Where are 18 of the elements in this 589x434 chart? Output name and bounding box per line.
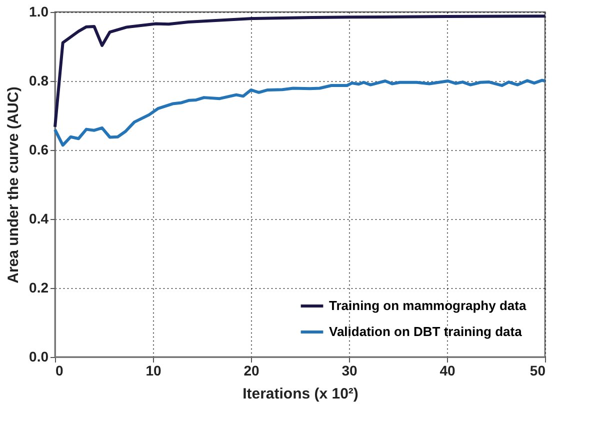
x-tick-label: 20 bbox=[244, 362, 260, 378]
legend-label: Training on mammography data bbox=[329, 298, 527, 313]
line-series bbox=[54, 78, 546, 147]
x-tick-label: 0 bbox=[56, 362, 64, 378]
y-axis-title: Area under the curve (AUC) bbox=[5, 86, 22, 284]
legend-label: Validation on DBT training data bbox=[329, 324, 523, 339]
x-tick-label: 40 bbox=[440, 362, 456, 378]
line-series bbox=[54, 14, 546, 128]
x-tick-label: 50 bbox=[530, 362, 546, 378]
x-axis-title: Iterations (x 10²) bbox=[242, 386, 358, 402]
y-tick-label: 0.4 bbox=[29, 210, 49, 226]
y-tick-label: 1.0 bbox=[29, 4, 49, 20]
y-tick-label: 0.0 bbox=[29, 348, 49, 364]
y-tick-label: 0.8 bbox=[29, 72, 49, 88]
x-tick-label: 10 bbox=[146, 362, 162, 378]
y-tick-label: 0.6 bbox=[29, 142, 49, 158]
x-tick-label: 30 bbox=[342, 362, 358, 378]
y-tick-label: 0.2 bbox=[29, 280, 49, 296]
